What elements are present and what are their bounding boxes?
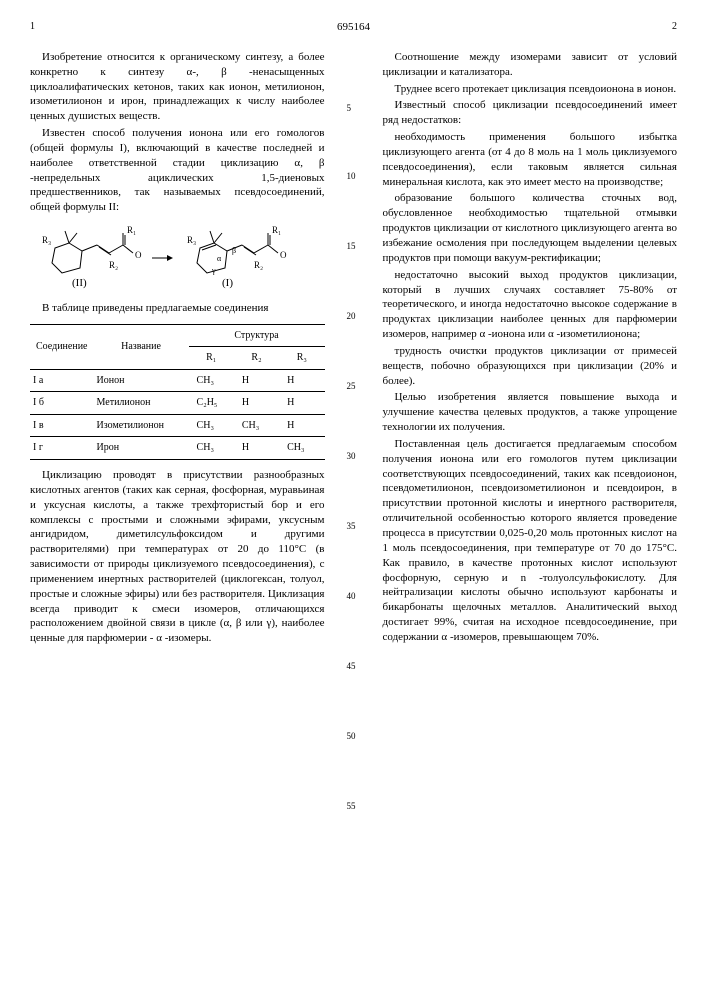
chemical-formula: R₃ R₁ O R₂ R₃ R₁ O R₂ α β γ (II) (I) [30,223,325,293]
compounds-table: Соединение Название Структура R₁ R₂ R₃ I… [30,324,325,460]
formula-svg: R₃ R₁ O R₂ R₃ R₁ O R₂ α β γ (II) (I) [37,223,317,293]
line-num: 35 [347,520,356,532]
table-header-row: Соединение Название Структура [30,324,325,347]
para: недостаточно высокий выход продуктов цик… [383,268,678,342]
svg-text:R₂: R₂ [254,260,263,270]
line-number-gutter: 5 10 15 20 25 30 35 40 45 50 55 [345,50,363,648]
svg-text:R₁: R₁ [272,225,281,235]
line-num: 45 [347,660,356,672]
table-intro: В таблице приведены предлагаемые соедине… [30,301,325,316]
col-structure: Структура [189,324,325,347]
page-header: 1 695164 2 [30,20,677,35]
svg-text:α: α [217,254,222,263]
para: Поставленная цель достигается предлагаем… [383,437,678,645]
line-num: 55 [347,800,356,812]
col-name: Название [94,324,189,369]
table-row: I в Изометилионон CH₃ CH₃ H [30,414,325,437]
para: необходимость применения большого избытк… [383,130,678,189]
svg-text:R₁: R₁ [127,225,136,235]
left-column: Изобретение относится к органическому си… [30,50,325,648]
col-r3: R₃ [279,347,324,370]
svg-text:O: O [280,250,287,260]
line-num: 30 [347,450,356,462]
svg-text:(I): (I) [222,277,233,289]
page-num-right: 2 [672,20,677,35]
col-r2: R₂ [234,347,279,370]
col-compound: Соединение [30,324,94,369]
col-r1: R₁ [189,347,234,370]
svg-text:R₃: R₃ [42,235,51,245]
line-num: 5 [347,102,352,114]
svg-text:(II): (II) [72,277,87,289]
document-number: 695164 [337,20,370,35]
svg-text:R₃: R₃ [187,235,196,245]
para: Соотношение между изомерами зависит от у… [383,50,678,80]
svg-text:γ: γ [211,266,216,275]
para: Циклизацию проводят в присутствии разноо… [30,468,325,646]
line-num: 25 [347,380,356,392]
table-row: I а Ионон CH₃ H H [30,369,325,392]
para: Известный способ циклизации псевдосоедин… [383,98,678,128]
para: Изобретение относится к органическому си… [30,50,325,124]
svg-text:β: β [232,246,236,255]
svg-text:R₂: R₂ [109,260,118,270]
line-num: 15 [347,240,356,252]
para: Целью изобретения является повышение вых… [383,390,678,435]
para: Труднее всего протекает циклизация псевд… [383,82,678,97]
svg-text:O: O [135,250,142,260]
para: трудность очистки продуктов циклизации о… [383,344,678,389]
para: образование большого количества сточных … [383,191,678,265]
line-num: 40 [347,590,356,602]
table-row: I г Ирон CH₃ H CH₃ [30,437,325,460]
line-num: 50 [347,730,356,742]
table-row: I б Метилионон C₂H₅ H H [30,392,325,415]
right-column: Соотношение между изомерами зависит от у… [383,50,678,648]
line-num: 20 [347,310,356,322]
para: Известен способ получения ионона или его… [30,126,325,215]
columns-container: Изобретение относится к органическому си… [30,50,677,648]
line-num: 10 [347,170,356,182]
page-num-left: 1 [30,20,35,35]
